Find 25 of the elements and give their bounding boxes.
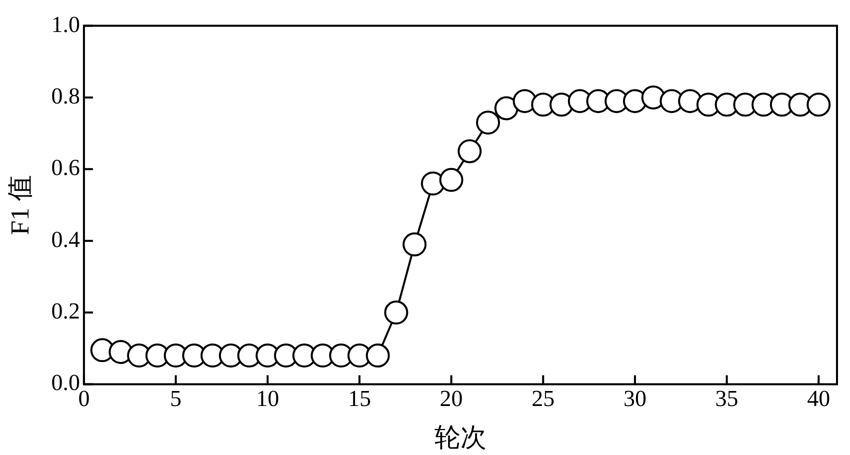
y-tick-label: 0.0 bbox=[51, 370, 80, 396]
y-axis-title: F1 值 bbox=[5, 175, 34, 235]
point bbox=[366, 344, 390, 368]
x-tick-label: 0 bbox=[78, 386, 90, 412]
y-tick-label: 0.4 bbox=[51, 226, 80, 252]
x-axis-title: 轮次 bbox=[434, 423, 486, 452]
y-tick-label: 1.0 bbox=[51, 12, 80, 37]
point bbox=[439, 168, 464, 192]
x-tick-label: 25 bbox=[532, 386, 555, 412]
y-tick-label: 0.8 bbox=[51, 84, 80, 109]
point bbox=[458, 139, 482, 164]
point bbox=[402, 232, 427, 256]
point bbox=[806, 92, 831, 117]
x-tick-label: 35 bbox=[715, 386, 738, 412]
point bbox=[476, 110, 500, 135]
x-tick-label: 20 bbox=[440, 386, 463, 412]
y-tick-label: 0.2 bbox=[51, 298, 80, 324]
x-tick-label: 10 bbox=[256, 386, 280, 412]
y-tick-label: 0.6 bbox=[51, 155, 80, 180]
x-tick-label: 15 bbox=[348, 386, 371, 412]
point bbox=[494, 96, 518, 120]
x-tick-label: 5 bbox=[170, 386, 182, 412]
point bbox=[384, 300, 408, 325]
x-tick-label: 30 bbox=[623, 386, 646, 412]
x-tick-label: 40 bbox=[807, 386, 830, 412]
